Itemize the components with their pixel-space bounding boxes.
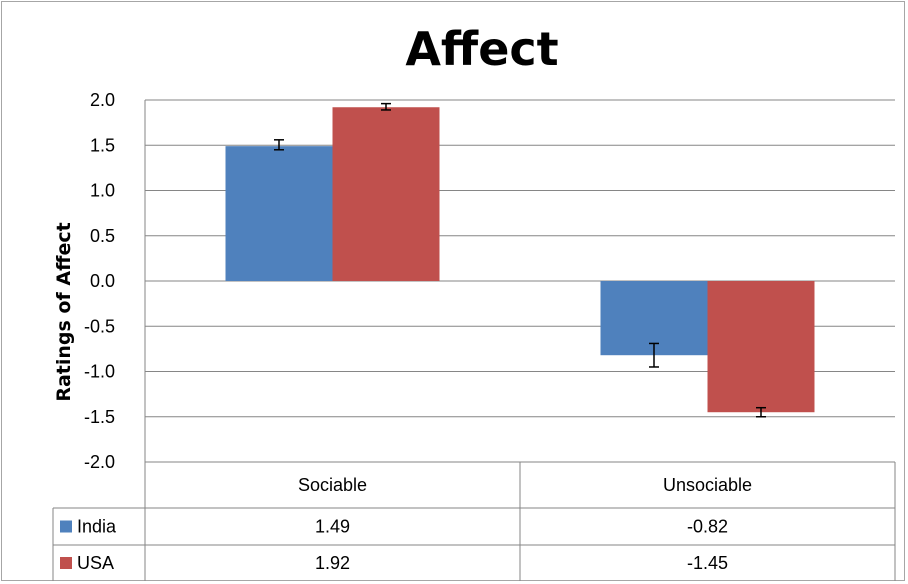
y-tick-label: 0.5 bbox=[90, 226, 115, 246]
y-axis-label-group: Ratings of Affect bbox=[53, 222, 75, 401]
y-tick-label: -2.0 bbox=[84, 452, 115, 472]
error-bars bbox=[274, 102, 766, 418]
data-label: -1.45 bbox=[687, 553, 728, 573]
y-axis-ticks: 2.0 1.5 1.0 0.5 0.0 -0.5 -1.0 -1.5 -2.0 bbox=[84, 90, 115, 472]
bars bbox=[225, 107, 815, 413]
legend-swatch-india bbox=[60, 520, 72, 533]
data-label: 1.92 bbox=[315, 553, 350, 573]
bar-usa-sociable bbox=[332, 107, 440, 282]
chart-title: Affect bbox=[405, 22, 558, 76]
bar-usa-unsociable bbox=[707, 281, 815, 413]
y-tick-label: -1.0 bbox=[84, 362, 115, 382]
y-tick-label: 0.0 bbox=[90, 271, 115, 291]
bar-india-sociable bbox=[225, 146, 333, 281]
y-tick-label: 1.0 bbox=[90, 181, 115, 201]
y-tick-label: 2.0 bbox=[90, 90, 115, 110]
x-category-label: Sociable bbox=[298, 475, 367, 495]
y-tick-label: 1.5 bbox=[90, 135, 115, 155]
legend-label: USA bbox=[77, 553, 114, 573]
data-table: Sociable Unsociable India 1.49 -0.82 USA 1.92 -… bbox=[52, 462, 896, 581]
y-axis-label: Ratings of Affect bbox=[53, 222, 75, 401]
y-tick-label: -0.5 bbox=[84, 316, 115, 336]
legend-label: India bbox=[77, 517, 117, 537]
y-tick-label: -1.5 bbox=[84, 407, 115, 427]
data-label: -0.82 bbox=[687, 517, 728, 537]
x-category-label: Unsociable bbox=[663, 475, 752, 495]
data-label: 1.49 bbox=[315, 517, 350, 537]
legend-swatch-usa bbox=[60, 557, 72, 569]
